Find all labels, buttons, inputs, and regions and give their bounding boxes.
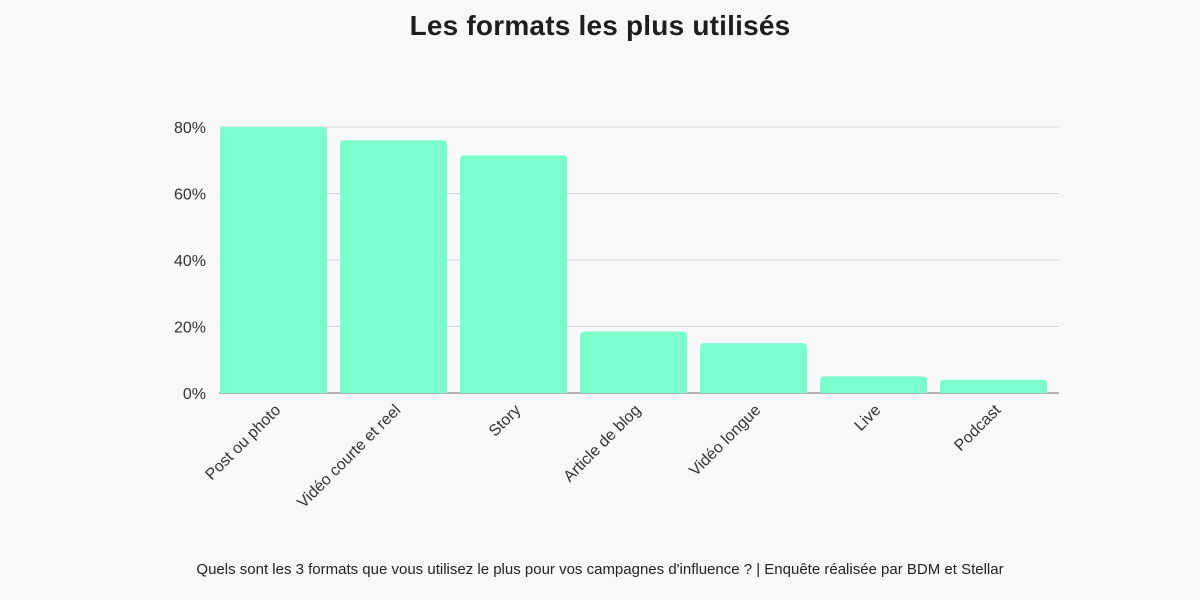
x-category-label: Vidéo longue <box>686 402 764 480</box>
bars <box>220 127 1047 393</box>
bar <box>340 140 447 393</box>
x-category-label: Story <box>486 402 524 440</box>
bar <box>580 331 687 393</box>
y-tick-label: 60% <box>174 187 206 204</box>
bar <box>700 343 807 393</box>
y-tick-label: 20% <box>174 320 206 337</box>
bar <box>820 376 927 393</box>
bar <box>460 155 567 393</box>
y-axis-ticks: 0% 20% 40% 60% 80% <box>174 120 206 403</box>
y-tick-label: 0% <box>183 386 206 403</box>
x-axis-labels: Post ou photo Vidéo courte et reel Story Ar… <box>202 401 1004 511</box>
bar <box>220 127 327 393</box>
bar <box>940 379 1047 393</box>
chart-footnote: Quels sont les 3 formats que vous utilis… <box>196 561 1004 578</box>
chart-title: Les formats les plus utilisés <box>409 10 791 41</box>
y-tick-label: 40% <box>174 253 206 270</box>
y-tick-label: 80% <box>174 120 206 137</box>
x-category-label: Vidéo courte et reel <box>294 402 404 512</box>
x-category-label: Live <box>852 402 885 435</box>
x-category-label: Podcast <box>951 401 1004 454</box>
x-category-label: Post ou photo <box>202 402 284 484</box>
x-category-label: Article de blog <box>561 402 645 486</box>
